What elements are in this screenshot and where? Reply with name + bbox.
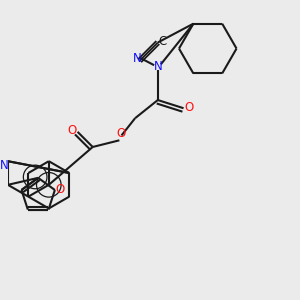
Text: O: O [68,124,77,137]
Text: O: O [184,101,194,114]
Text: N: N [0,159,9,172]
Text: N: N [133,52,142,65]
Text: O: O [56,184,65,196]
Text: C: C [158,35,167,48]
Text: N: N [153,60,162,73]
Text: O: O [116,127,126,140]
